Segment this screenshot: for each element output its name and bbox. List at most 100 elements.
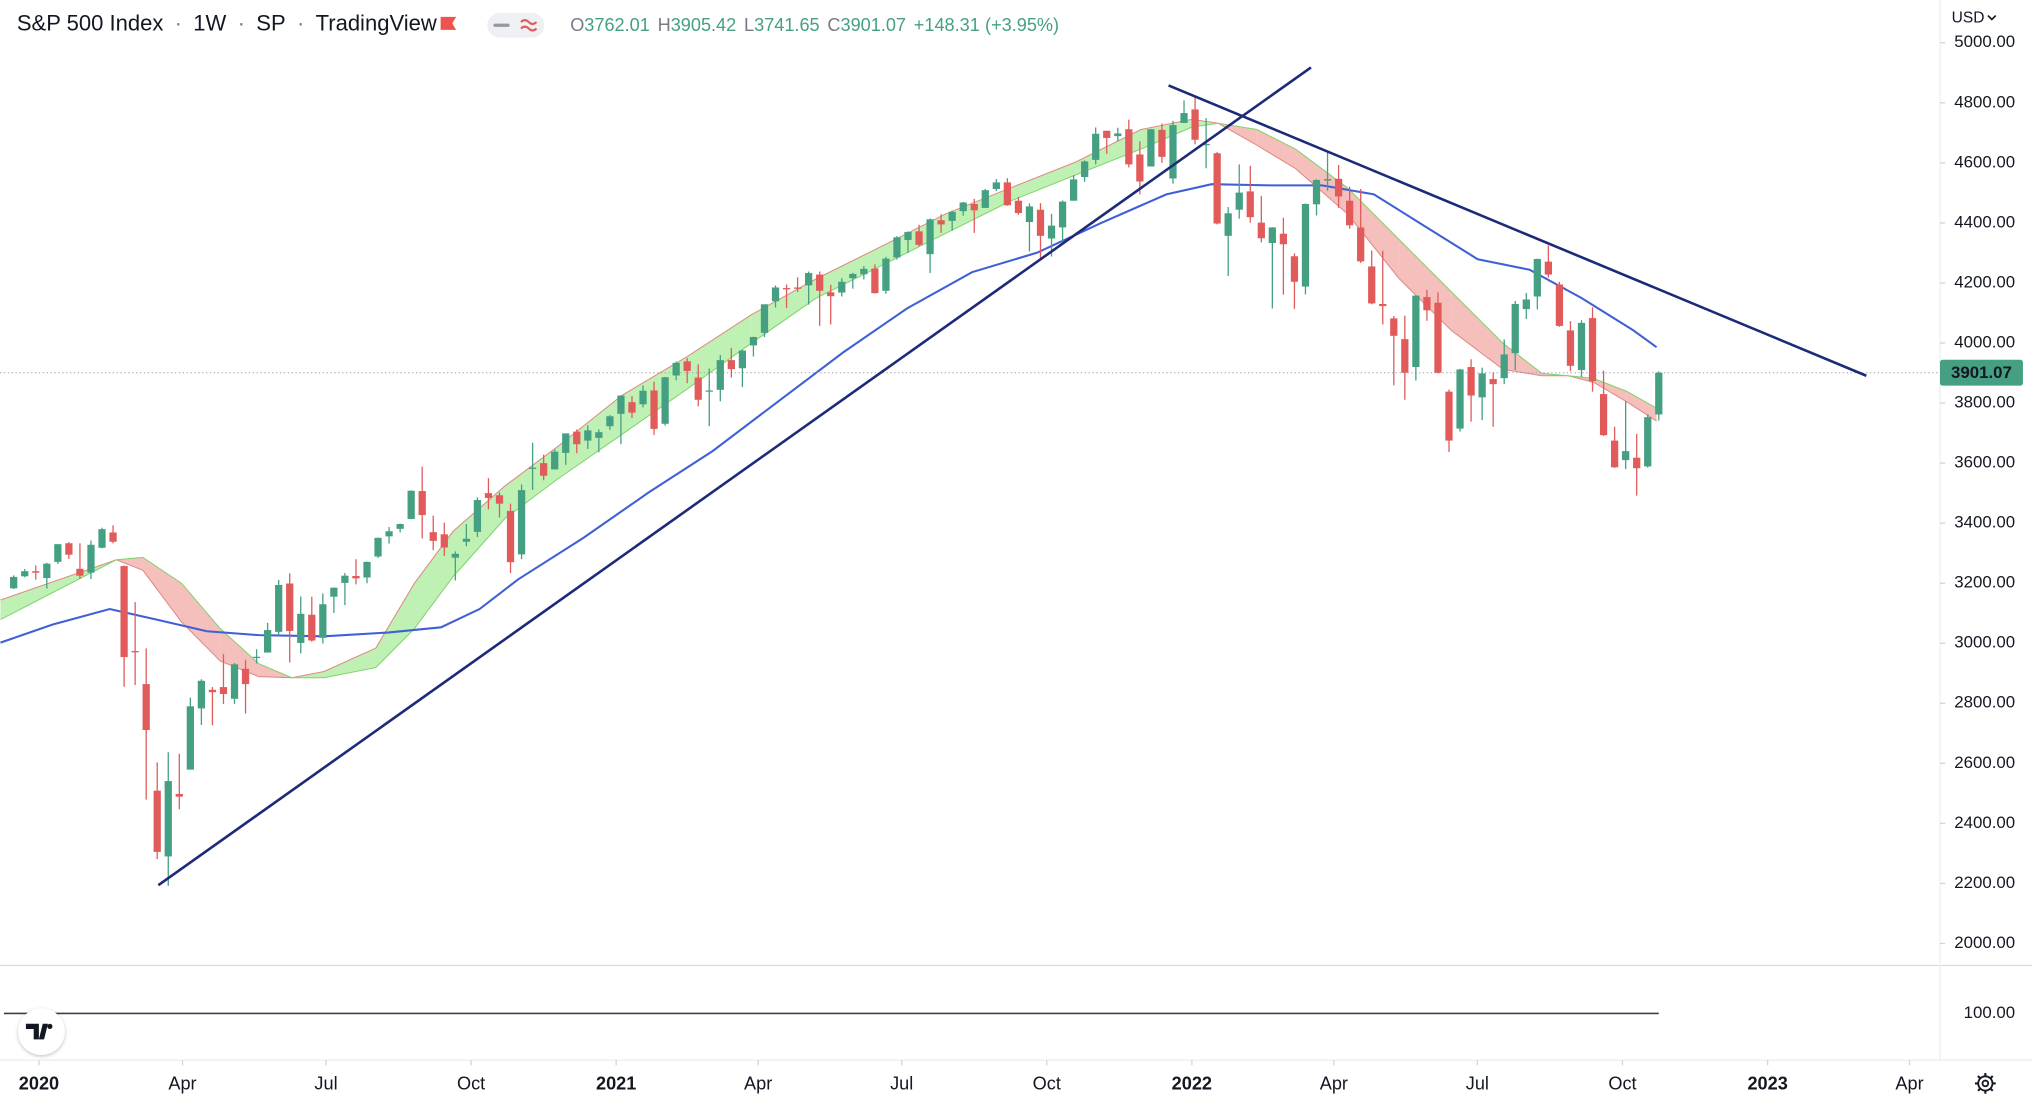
separator: ·	[297, 10, 304, 35]
candle-body	[142, 684, 150, 731]
x-tick-label: Apr	[1320, 1074, 1348, 1094]
candle-body	[959, 202, 967, 212]
candle-body	[1014, 200, 1023, 214]
ribbon-fill	[1626, 391, 1657, 422]
candle-body	[495, 495, 504, 504]
candle-body	[1423, 297, 1431, 311]
candle-body	[1147, 129, 1155, 167]
candle-body	[275, 585, 283, 632]
candle-body	[473, 500, 482, 532]
flag-icon[interactable]	[440, 16, 457, 30]
candle-body	[871, 268, 879, 294]
ribbon-fill	[142, 557, 182, 622]
candle-body	[385, 531, 393, 537]
candle-body	[451, 553, 459, 558]
candle-body	[1610, 440, 1619, 468]
candle-body	[1555, 284, 1564, 326]
candle-body	[1522, 299, 1530, 310]
candle-body	[164, 781, 172, 857]
source: TradingView	[316, 10, 437, 35]
ribbon-fill	[1295, 149, 1348, 214]
candle-body	[849, 273, 857, 279]
candle-body	[749, 337, 758, 346]
x-tick-label: Jul	[314, 1074, 337, 1094]
x-tick-label: Jul	[1466, 1074, 1489, 1094]
candle-body	[440, 534, 448, 548]
currency[interactable]: USD	[1952, 9, 1985, 26]
candle-body	[738, 350, 747, 369]
candle-body	[1379, 303, 1387, 307]
candle-body	[1202, 143, 1210, 146]
candle-body	[694, 377, 702, 400]
candle-body	[816, 274, 824, 291]
chevron-icon	[1987, 14, 1997, 21]
y-tick-label: 2200.00	[1954, 873, 2015, 892]
candle-body	[1334, 178, 1343, 197]
candle-body	[1191, 109, 1199, 140]
candle-body	[1599, 394, 1608, 436]
candle-body	[1467, 367, 1475, 396]
candle-body	[970, 204, 978, 211]
candle-body	[396, 524, 404, 529]
candle-body	[948, 211, 956, 221]
candle-body	[98, 529, 106, 548]
candle-body	[506, 510, 515, 563]
ribbon-slow-line	[0, 122, 1657, 679]
y-tick-label: 3200.00	[1954, 573, 2015, 592]
candle-body	[87, 544, 95, 573]
x-tick-label: 2022	[1172, 1074, 1212, 1094]
candle-body	[1301, 204, 1310, 287]
symbol: S&P 500 Index	[17, 10, 163, 35]
candle-body	[1003, 182, 1011, 206]
candle-body	[65, 543, 73, 555]
candle-body	[363, 561, 371, 578]
candle-body	[727, 360, 735, 370]
change-pct: (+3.95%)	[985, 15, 1059, 35]
ribbon-fill	[1010, 161, 1076, 202]
candle-body	[186, 706, 194, 770]
candle-body	[1357, 227, 1365, 262]
candle-body	[1103, 130, 1111, 138]
candle-body	[1401, 339, 1409, 373]
candle-body	[1533, 258, 1541, 297]
indicator-pill[interactable]	[487, 12, 545, 38]
candle-body	[1047, 225, 1056, 239]
ohlc-key: H	[658, 15, 671, 35]
candle-body	[1644, 417, 1652, 467]
trend-line	[1168, 84, 1867, 377]
candle-body	[1158, 129, 1166, 157]
candle-body	[1511, 303, 1519, 354]
y-tick-label: 5000.00	[1954, 32, 2015, 51]
candle-body	[208, 689, 217, 693]
change: +148.31	[914, 15, 980, 35]
y-tick-label: 2400.00	[1954, 813, 2015, 832]
ribbon-fill	[323, 648, 376, 678]
ribbon-fill	[1075, 129, 1141, 175]
ribbon-fill	[116, 557, 143, 571]
last-price-label: 3901.07	[1951, 363, 2012, 382]
candle-body	[771, 287, 780, 302]
candle-body	[1456, 369, 1464, 429]
candle-body	[252, 656, 261, 659]
candle-body	[551, 451, 559, 470]
ohlc-value: 3741.65	[754, 15, 820, 35]
settings-icon[interactable]	[1974, 1073, 1996, 1094]
candle-body	[264, 630, 272, 653]
candle-body	[1346, 200, 1354, 226]
candle-body	[76, 568, 84, 576]
candle-body	[672, 362, 680, 376]
candle-body	[32, 571, 40, 573]
candle-body	[153, 790, 161, 852]
ohlc-key: O	[570, 15, 584, 35]
candle-body	[10, 576, 18, 589]
axes: 2000.00 2200.00 2400.00 2600.00 2800.00 3000.…	[3, 32, 2023, 1094]
x-tick-label: Jul	[890, 1074, 913, 1094]
y-tick-label: 4800.00	[1954, 92, 2015, 111]
exchange: SP	[256, 10, 285, 35]
candle-body	[43, 563, 51, 579]
x-tick-label: Oct	[1033, 1074, 1061, 1094]
candle-body	[992, 182, 1000, 189]
ribbon-fill	[181, 583, 221, 661]
candle-body	[54, 544, 62, 562]
